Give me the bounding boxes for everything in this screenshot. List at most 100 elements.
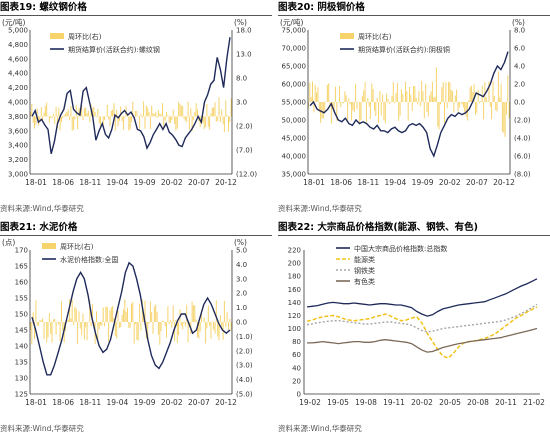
weekly-change-bar — [375, 102, 377, 117]
weekly-change-bar — [102, 307, 104, 322]
y-tick-label-left: 50,000 — [282, 117, 307, 125]
weekly-change-bar — [444, 102, 445, 124]
x-tick-label: 21-02 — [523, 398, 545, 407]
weekly-change-bar — [163, 321, 165, 322]
weekly-change-bar — [54, 116, 56, 124]
rebar-price-chart: (元/吨) (%) 3,000 3,200 3,400 3,600 3,800 4,000 4,… — [2, 17, 257, 187]
weekly-change-bar — [176, 116, 178, 129]
weekly-change-bar — [347, 102, 349, 121]
weekly-change-bar — [310, 96, 312, 102]
weekly-change-bar — [391, 96, 393, 102]
legend-label: 期货结算价(活跃合约):阴极铜 — [358, 45, 450, 54]
weekly-change-bar — [187, 322, 189, 343]
weekly-change-bar — [348, 98, 350, 102]
x-tick-label: 20-08 — [467, 398, 489, 407]
weekly-change-bar — [186, 116, 188, 123]
y-tick-label-left: 60,000 — [282, 81, 307, 89]
weekly-change-bar — [162, 320, 163, 322]
y-tick-label-right: 0.0 — [236, 319, 247, 327]
weekly-change-bar — [151, 105, 153, 117]
right-axis-unit: (%) — [234, 18, 247, 27]
weekly-change-bar — [184, 116, 186, 121]
y-tick-label-right: 0.0 — [514, 99, 525, 107]
weekly-change-bar — [55, 322, 57, 335]
weekly-change-bar — [457, 102, 459, 112]
weekly-change-bar — [400, 89, 402, 102]
weekly-change-bar — [120, 322, 122, 328]
weekly-change-bar — [210, 322, 212, 339]
series-line — [307, 327, 538, 353]
y-tick-label-right: (4.0) — [236, 376, 253, 384]
weekly-change-bar — [480, 101, 482, 102]
weekly-change-bar — [179, 103, 181, 117]
weekly-change-bar — [415, 97, 417, 102]
weekly-change-bar — [472, 92, 474, 102]
y-tick-label-left: 140 — [15, 343, 28, 351]
weekly-change-bar — [438, 102, 440, 130]
weekly-change-bar — [449, 82, 451, 102]
x-tick-label: 18-06 — [330, 178, 352, 187]
weekly-change-bar — [464, 102, 466, 113]
chart-title: 图表20: 阴极铜价格 — [278, 0, 550, 16]
legend-swatch-bar — [50, 33, 64, 39]
weekly-change-bar — [39, 116, 41, 122]
y-tick-label-left: 130 — [15, 375, 28, 383]
weekly-change-bar — [59, 322, 61, 341]
y-tick-label: 180 — [288, 273, 301, 281]
weekly-change-bar — [65, 113, 66, 117]
y-tick-label-left: 155 — [15, 295, 28, 303]
weekly-change-bar — [77, 116, 79, 130]
weekly-change-bar — [124, 299, 126, 322]
weekly-change-bar — [81, 322, 83, 336]
y-tick-label-right: (7.0) — [236, 147, 253, 155]
weekly-change-bar — [357, 101, 359, 102]
weekly-change-bar — [47, 115, 49, 117]
weekly-change-bar — [160, 114, 162, 117]
weekly-change-bar — [66, 111, 68, 117]
weekly-change-bar — [229, 116, 231, 123]
weekly-change-bar — [191, 301, 193, 322]
weekly-change-bar — [67, 109, 69, 117]
y-tick-label-left: 135 — [15, 359, 28, 367]
weekly-change-bar — [324, 102, 326, 112]
weekly-change-bar — [67, 319, 69, 322]
weekly-change-bar — [139, 303, 141, 322]
weekly-change-bar — [219, 116, 221, 122]
weekly-change-bar — [137, 116, 139, 118]
x-tick-label: 18-01 — [25, 178, 47, 187]
weekly-change-bar — [139, 116, 141, 129]
weekly-change-bar — [108, 322, 110, 342]
weekly-change-bar — [497, 71, 499, 102]
chart-source: 资料来源:Wind,华泰研究 — [0, 204, 84, 213]
y-tick-label-left: 40,000 — [282, 153, 307, 161]
weekly-change-bar — [186, 304, 188, 322]
weekly-change-bar — [148, 112, 150, 117]
y-tick-label-left: 3,400 — [8, 142, 28, 150]
weekly-change-bar — [211, 107, 213, 117]
weekly-change-bar — [97, 108, 99, 117]
weekly-change-bar — [374, 102, 375, 111]
weekly-change-bar — [214, 102, 216, 117]
x-tick-label: 18-11 — [79, 178, 101, 187]
weekly-change-bar — [117, 310, 119, 322]
legend-label: 周环比(右) — [68, 32, 102, 41]
y-tick-label-right: (6.0) — [514, 153, 531, 161]
weekly-change-bar — [109, 116, 111, 127]
x-tick-label: 18-06 — [52, 178, 74, 187]
weekly-change-bar — [112, 109, 114, 117]
weekly-change-bar — [147, 108, 149, 117]
y-tick-label-right: 3.0 — [236, 275, 247, 283]
weekly-change-bar — [101, 322, 103, 326]
weekly-change-bar — [320, 102, 322, 123]
weekly-change-bar — [321, 102, 323, 119]
weekly-change-bar — [116, 322, 118, 339]
weekly-change-bar — [356, 102, 358, 110]
weekly-change-bar — [113, 103, 115, 117]
y-tick-label-right: 18.0 — [236, 27, 252, 35]
weekly-change-bar — [171, 116, 173, 120]
weekly-change-bar — [329, 102, 331, 106]
weekly-change-bar — [359, 102, 361, 124]
weekly-change-bar — [221, 109, 223, 117]
weekly-change-bar — [46, 102, 48, 117]
weekly-change-bar — [100, 116, 101, 126]
